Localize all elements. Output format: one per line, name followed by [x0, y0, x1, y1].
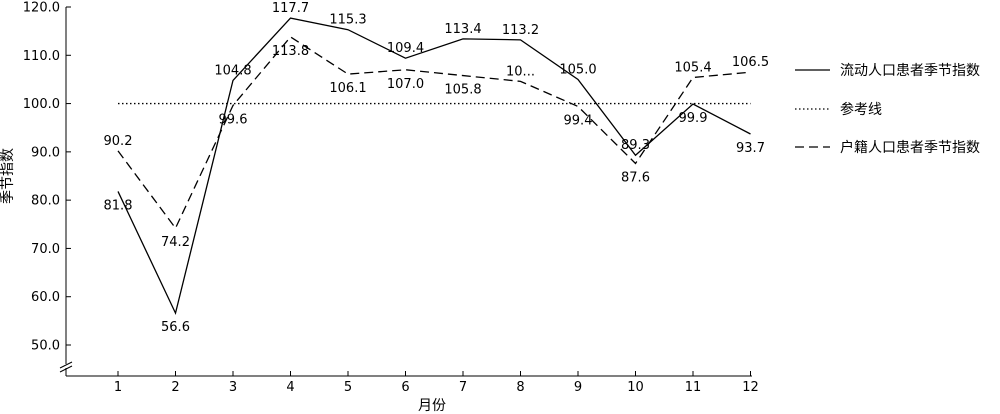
- y-tick-label: 100.0: [23, 97, 60, 112]
- y-tick-label: 70.0: [31, 242, 60, 257]
- data-label: 74.2: [161, 235, 190, 250]
- y-tick-label: 60.0: [31, 290, 60, 305]
- x-tick-label: 2: [171, 380, 179, 395]
- data-label: 117.7: [272, 1, 309, 16]
- data-label: 87.6: [621, 170, 650, 185]
- x-tick-label: 8: [516, 380, 524, 395]
- x-tick-label: 9: [574, 380, 582, 395]
- data-label: 105.8: [444, 83, 481, 98]
- x-tick-label: 10: [627, 380, 644, 395]
- legend-label-1: 流动人口患者季节指数: [840, 63, 980, 79]
- data-label: 99.9: [679, 111, 708, 126]
- x-tick-label: 7: [459, 380, 467, 395]
- x-axis-title: 月份: [418, 398, 446, 414]
- data-label: 115.3: [329, 13, 366, 28]
- data-label: 93.7: [736, 141, 765, 156]
- data-label: 106.5: [732, 55, 769, 70]
- data-label: 113.8: [272, 44, 309, 59]
- x-tick-label: 11: [685, 380, 702, 395]
- data-labels: 81.8 56.6 104.8 117.7 115.3 109.4 113.4 113.2 10…: [104, 1, 770, 335]
- data-label: 99.6: [219, 113, 248, 128]
- y-tick-label: 50.0: [31, 339, 60, 354]
- data-label: 105.4: [674, 60, 711, 75]
- data-label: 107.0: [387, 77, 424, 92]
- series-line-1: [117, 17, 751, 316]
- legend-label-2: 参考线: [840, 101, 882, 118]
- x-tick-label: 4: [286, 380, 294, 395]
- data-label: 81.8: [104, 198, 133, 213]
- axis-break-mark: [59, 365, 73, 373]
- y-tick-label: 80.0: [31, 194, 60, 209]
- data-label: 10...: [506, 64, 535, 79]
- data-label: 56.6: [161, 320, 190, 335]
- data-label: 106.1: [329, 81, 366, 96]
- x-tick-label: 3: [229, 380, 237, 395]
- data-label: 105.0: [559, 62, 596, 77]
- x-tick-label: 6: [401, 380, 409, 395]
- series-lines: [117, 17, 751, 316]
- data-label: 89.3: [621, 138, 650, 153]
- data-label: 109.4: [387, 41, 424, 56]
- data-label: 90.2: [104, 134, 133, 149]
- y-tick-label: 120.0: [23, 1, 60, 16]
- y-tick-label: 90.0: [31, 145, 60, 160]
- y-axis-title: 季节指数: [0, 148, 16, 204]
- x-tick-label: 12: [742, 380, 759, 395]
- series-line-3: [117, 36, 751, 230]
- data-label: 104.8: [214, 63, 251, 78]
- data-label: 113.2: [502, 23, 539, 38]
- x-tick-label: 5: [344, 380, 352, 395]
- x-tick-label: 1: [114, 380, 122, 395]
- legend-label-3: 户籍人口患者季节指数: [840, 139, 980, 156]
- data-label: 99.4: [564, 113, 593, 128]
- axis-break-mark: [59, 361, 73, 369]
- data-label: 113.4: [444, 22, 481, 37]
- y-tick-label: 110.0: [23, 49, 60, 64]
